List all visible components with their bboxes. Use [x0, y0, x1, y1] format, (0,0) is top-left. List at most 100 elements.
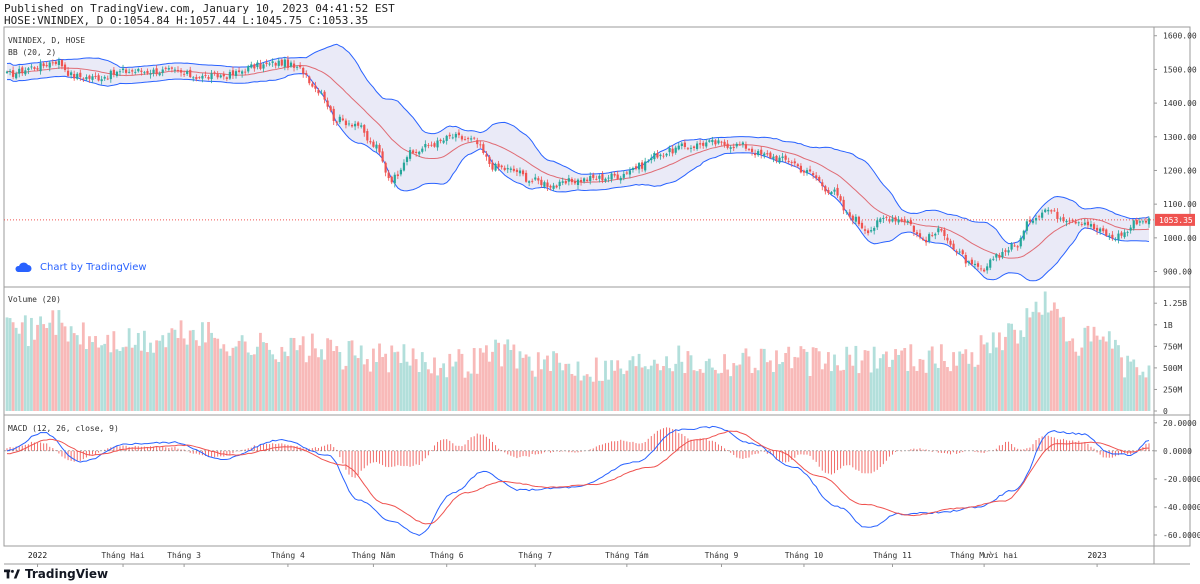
- candle: [1095, 227, 1099, 231]
- candle: [775, 155, 778, 161]
- candle: [1028, 220, 1032, 222]
- volume-bar: [109, 352, 113, 411]
- volume-bar: [133, 344, 137, 411]
- volume-bar: [924, 372, 928, 411]
- candle: [857, 216, 861, 225]
- candle: [82, 78, 85, 80]
- volume-bar: [1071, 338, 1075, 411]
- volume-bar: [646, 369, 650, 411]
- volume-bar: [762, 348, 766, 411]
- candle: [512, 168, 515, 171]
- candle: [341, 118, 344, 121]
- candle: [573, 181, 577, 184]
- symbol-label: VNINDEX, D, HOSE: [8, 36, 85, 45]
- candle: [842, 199, 845, 211]
- volume-bar: [1065, 341, 1068, 411]
- volume-bar: [707, 358, 711, 411]
- candle: [747, 149, 751, 150]
- candle: [39, 63, 42, 72]
- macd-tick-label: -60.0000: [1163, 531, 1200, 540]
- volume-bar: [637, 353, 641, 411]
- candle: [500, 165, 503, 168]
- volume-bar: [521, 357, 525, 411]
- candle: [692, 146, 696, 149]
- time-tick-label: Tháng 6: [430, 551, 464, 560]
- bb-upper-line: [6, 43, 1150, 245]
- volume-bar: [912, 366, 916, 411]
- candle: [146, 70, 149, 74]
- volume-bar: [207, 321, 210, 411]
- volume-bar: [335, 346, 339, 411]
- candle: [549, 185, 552, 188]
- volume-bar: [597, 380, 601, 411]
- candle: [390, 176, 393, 183]
- candle: [399, 169, 402, 175]
- volume-bar: [1107, 331, 1111, 411]
- volume-bar: [1052, 302, 1056, 411]
- candle: [891, 218, 894, 222]
- volume-bar: [976, 364, 980, 411]
- volume-bar: [512, 344, 516, 411]
- volume-bar: [191, 329, 195, 411]
- candle: [476, 140, 479, 145]
- candle: [167, 68, 170, 70]
- volume-bar: [307, 355, 311, 411]
- candle: [277, 60, 280, 66]
- volume-bar: [671, 371, 675, 411]
- candle: [616, 174, 619, 179]
- candle: [555, 185, 558, 188]
- candle: [1041, 212, 1044, 218]
- candle: [769, 152, 772, 159]
- volume-bar: [875, 368, 879, 411]
- candle: [436, 140, 439, 148]
- candle: [1117, 233, 1120, 240]
- macd-tick-label: -40.0000: [1163, 503, 1200, 512]
- volume-bar: [100, 345, 104, 411]
- candle: [421, 148, 424, 152]
- candle: [873, 227, 876, 231]
- volume-bar: [378, 343, 381, 411]
- volume-bar: [576, 361, 580, 411]
- volume-bar: [759, 348, 763, 411]
- candle: [637, 163, 641, 170]
- volume-bar: [533, 376, 537, 411]
- volume-bar: [417, 372, 421, 411]
- candle: [598, 175, 601, 179]
- volume-bar: [891, 359, 894, 411]
- candle: [60, 60, 64, 67]
- volume-bar: [747, 356, 751, 411]
- candle: [308, 76, 311, 84]
- candle: [5, 71, 9, 73]
- volume-bar: [689, 355, 693, 411]
- volume-bar: [494, 339, 497, 411]
- volume-bar: [314, 348, 317, 411]
- candle: [763, 153, 766, 156]
- volume-bar: [720, 372, 723, 411]
- candle: [1129, 227, 1132, 231]
- candle: [179, 70, 183, 73]
- volume-bar: [33, 339, 36, 411]
- volume-bar: [158, 340, 162, 411]
- candle: [1019, 238, 1022, 247]
- candle: [750, 148, 754, 152]
- candle: [528, 181, 531, 183]
- candle: [415, 151, 418, 153]
- volume-bar: [280, 346, 284, 411]
- candle: [76, 73, 79, 79]
- candle: [366, 131, 369, 141]
- candle: [195, 77, 198, 79]
- candle: [30, 66, 33, 68]
- last-price-label: 1053.35: [1159, 216, 1193, 225]
- volume-bar: [472, 348, 476, 411]
- candle: [677, 145, 680, 150]
- chart-by-tradingview-link[interactable]: Chart by TradingView: [14, 261, 147, 273]
- candle: [1077, 222, 1080, 224]
- candle: [784, 155, 787, 160]
- candle: [964, 255, 967, 264]
- candle: [1062, 217, 1065, 222]
- candle: [320, 93, 323, 94]
- footer-brand[interactable]: TradingView: [4, 566, 108, 582]
- candle: [674, 147, 677, 153]
- candle: [241, 71, 244, 74]
